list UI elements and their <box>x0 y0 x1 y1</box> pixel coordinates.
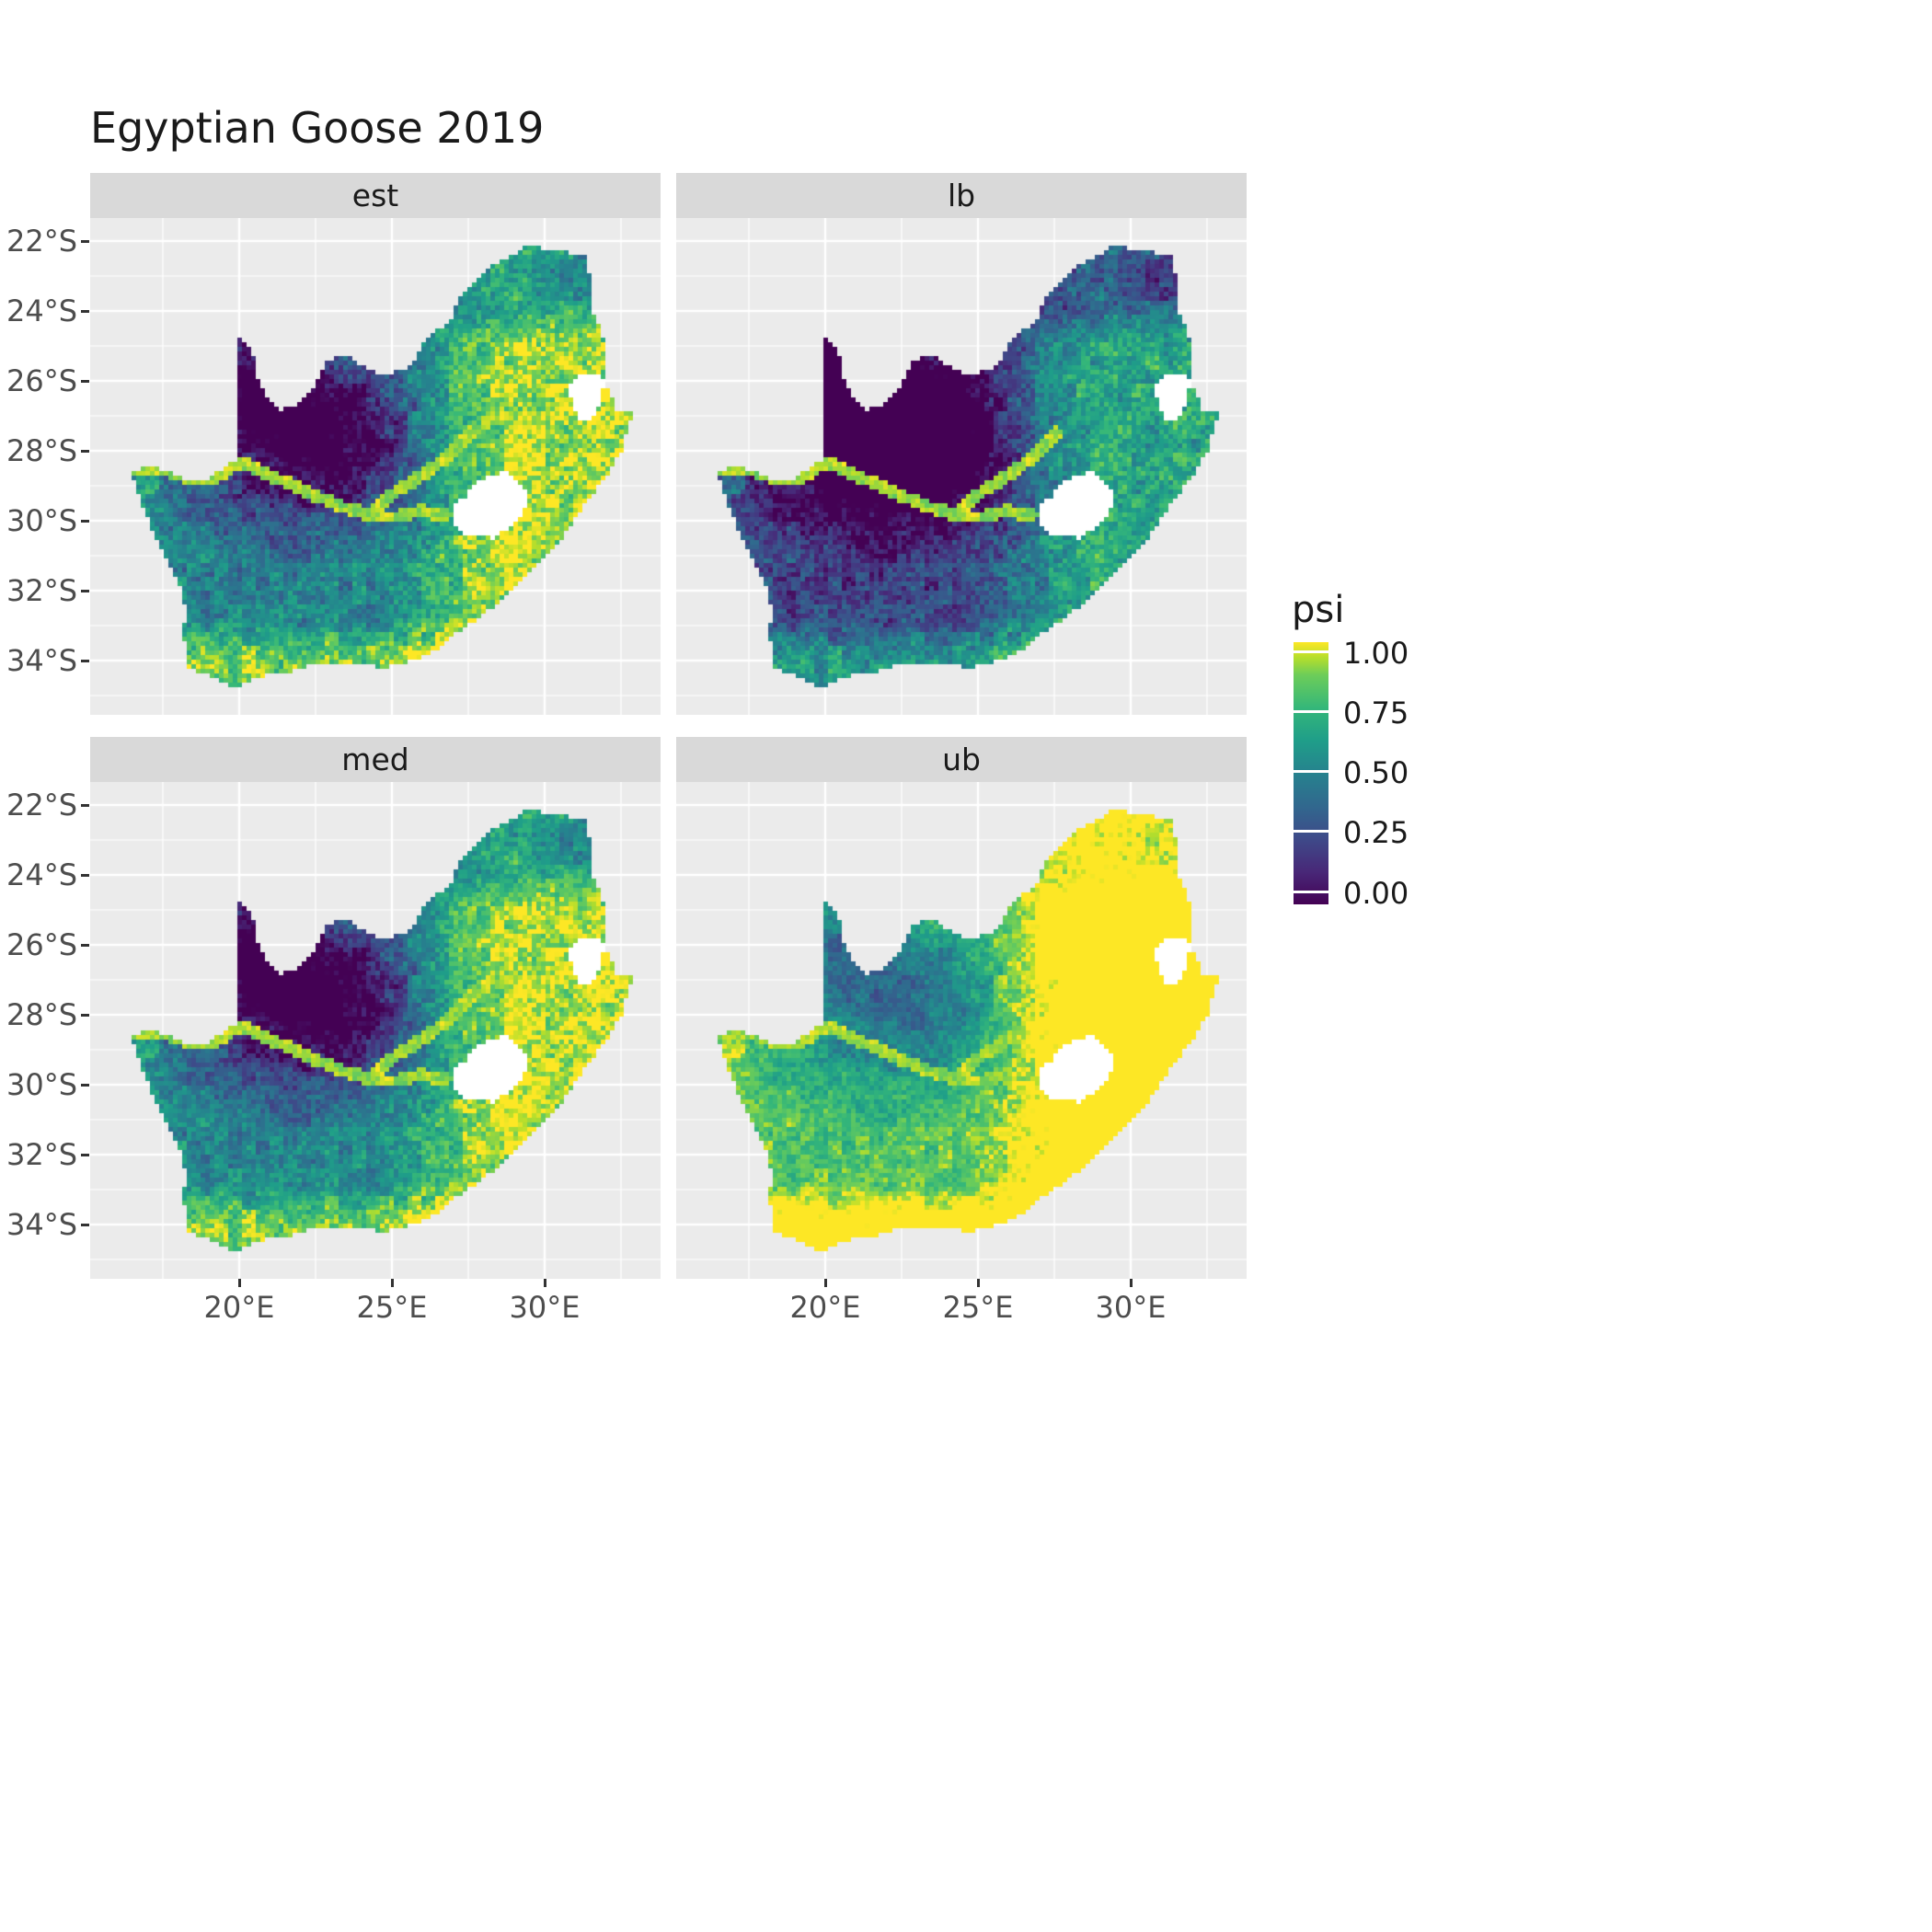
facet-map-ub <box>676 782 1247 1279</box>
legend-tick-mark <box>1294 709 1328 713</box>
axis-tick-mark <box>81 943 89 947</box>
y-axis-tick-label: 30°S <box>6 503 77 538</box>
axis-tick-mark <box>81 659 89 662</box>
axis-tick-mark <box>543 1279 546 1287</box>
facet-strip-label: ub <box>942 742 981 777</box>
axis-tick-mark <box>390 1279 394 1287</box>
axis-tick-mark <box>81 379 89 383</box>
legend-tick-label: 0.00 <box>1343 876 1409 911</box>
y-axis-tick-label: 26°S <box>6 363 77 398</box>
x-axis-tick-label: 20°E <box>203 1290 275 1325</box>
legend-colorbar <box>1294 642 1328 904</box>
facet-strip-label: med <box>341 742 409 777</box>
y-axis-tick-label: 32°S <box>6 1137 77 1172</box>
axis-tick-mark <box>976 1279 980 1287</box>
axis-tick-mark <box>81 589 89 592</box>
y-axis-tick-label: 22°S <box>6 788 77 822</box>
x-axis-tick-label: 30°E <box>509 1290 581 1325</box>
plot-title: Egyptian Goose 2019 <box>90 103 545 153</box>
y-axis-tick-label: 24°S <box>6 293 77 328</box>
y-axis-tick-label: 28°S <box>6 433 77 468</box>
x-axis-tick-label: 20°E <box>789 1290 861 1325</box>
legend-tick-label: 0.75 <box>1343 696 1409 730</box>
axis-tick-mark <box>81 519 89 523</box>
y-axis-tick-label: 34°S <box>6 643 77 678</box>
legend-tick-label: 0.50 <box>1343 755 1409 790</box>
facet-strip-lb: lb <box>676 173 1247 218</box>
y-axis-tick-label: 34°S <box>6 1207 77 1242</box>
facet-map-med <box>90 782 661 1279</box>
y-axis-tick-label: 32°S <box>6 573 77 608</box>
y-axis-tick-label: 24°S <box>6 857 77 892</box>
y-axis-tick-label: 26°S <box>6 927 77 962</box>
facet-strip-label: lb <box>947 178 976 213</box>
facet-map-est <box>90 218 661 715</box>
axis-tick-mark <box>81 449 89 453</box>
axis-tick-mark <box>81 873 89 877</box>
legend-tick-label: 0.25 <box>1343 815 1409 850</box>
x-axis-tick-label: 30°E <box>1095 1290 1167 1325</box>
facet-strip-med: med <box>90 737 661 782</box>
axis-tick-mark <box>81 1013 89 1017</box>
legend-tick-label: 1.00 <box>1343 636 1409 671</box>
axis-tick-mark <box>81 1223 89 1226</box>
facet-strip-label: est <box>351 178 399 213</box>
facet-map-lb <box>676 218 1247 715</box>
x-axis-tick-label: 25°E <box>942 1290 1014 1325</box>
axis-tick-mark <box>237 1279 241 1287</box>
legend-title: psi <box>1292 589 1345 631</box>
legend-tick-mark <box>1294 829 1328 833</box>
axis-tick-mark <box>81 1083 89 1087</box>
legend-tick-mark <box>1294 769 1328 773</box>
axis-tick-mark <box>823 1279 827 1287</box>
y-axis-tick-label: 22°S <box>6 224 77 259</box>
y-axis-tick-label: 30°S <box>6 1067 77 1102</box>
legend-tick-mark <box>1294 650 1328 653</box>
facet-strip-est: est <box>90 173 661 218</box>
facet-strip-ub: ub <box>676 737 1247 782</box>
axis-tick-mark <box>81 1153 89 1156</box>
axis-tick-mark <box>81 309 89 313</box>
axis-tick-mark <box>81 239 89 243</box>
y-axis-tick-label: 28°S <box>6 997 77 1032</box>
axis-tick-mark <box>1129 1279 1133 1287</box>
x-axis-tick-label: 25°E <box>356 1290 428 1325</box>
axis-tick-mark <box>81 803 89 807</box>
legend-tick-mark <box>1294 890 1328 893</box>
